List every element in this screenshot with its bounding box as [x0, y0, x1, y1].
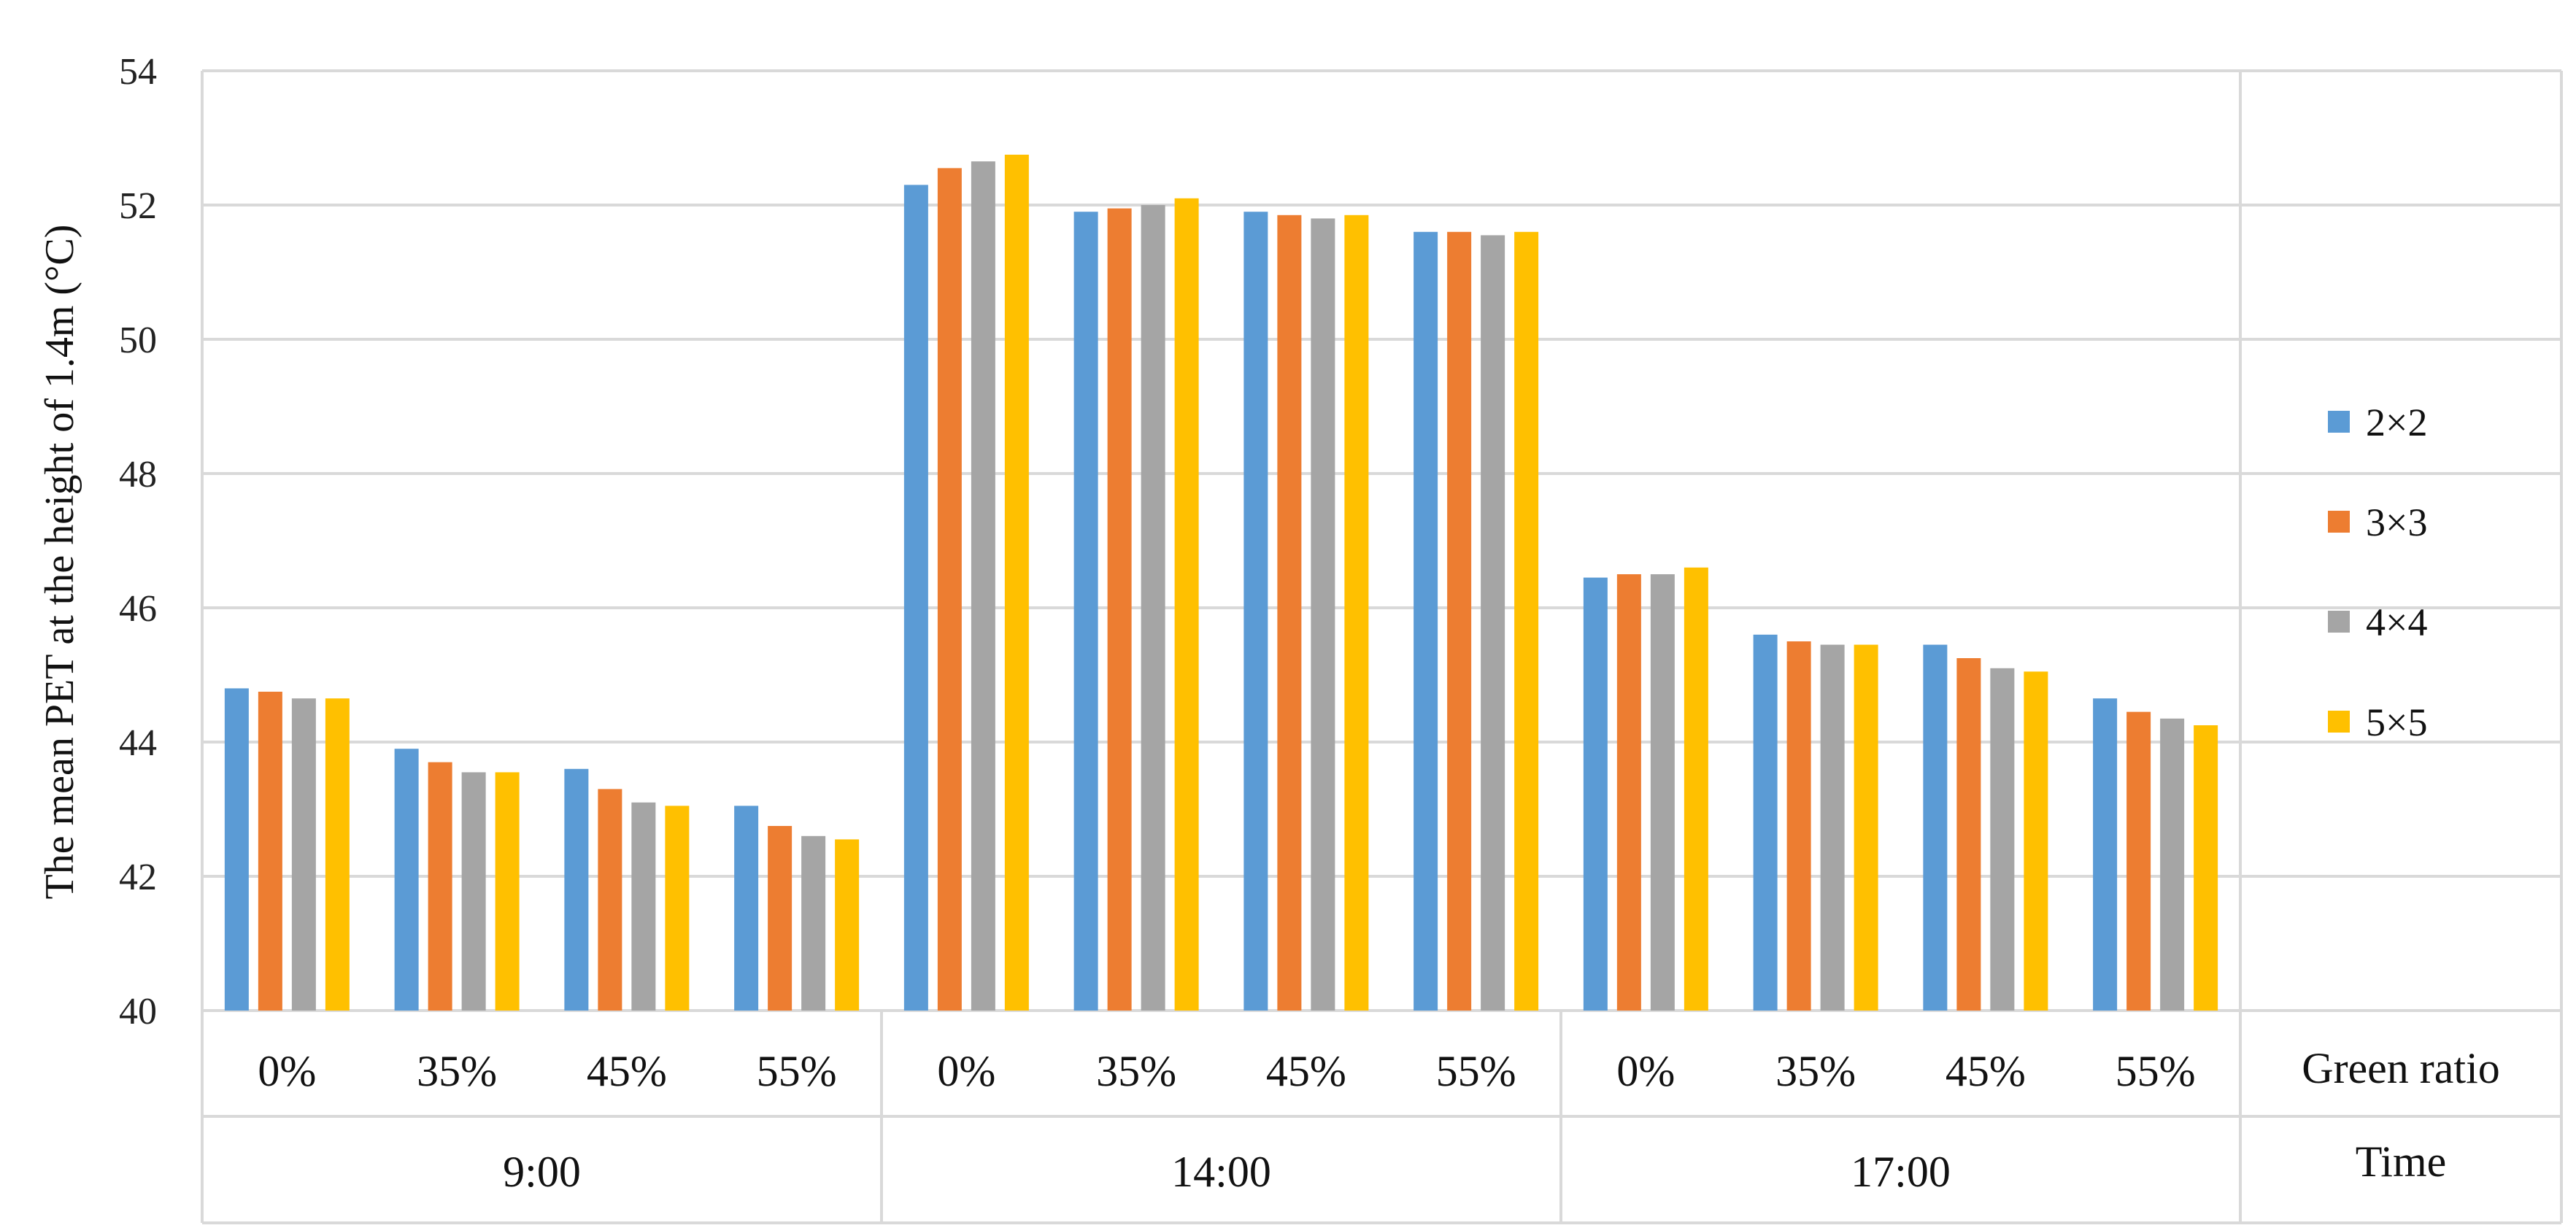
bar: [394, 749, 419, 1011]
group-label: 17:00: [1851, 1148, 1951, 1196]
y-tick-label: 42: [119, 857, 157, 898]
bar: [291, 698, 316, 1011]
gridlines: [202, 69, 2561, 1012]
y-tick-label: 48: [119, 454, 157, 495]
bar: [768, 826, 793, 1011]
bar: [1753, 634, 1778, 1011]
bar: [801, 835, 826, 1011]
axis-labels: 40 42 44 46 48 50 52 54 0% 35% 45% 55% 0% 35% 45% 55% 0%…: [119, 51, 2500, 1196]
category-label: 35%: [417, 1047, 497, 1095]
bar: [1243, 212, 1268, 1011]
bar: [1344, 215, 1369, 1011]
bar: [2160, 718, 2185, 1011]
bar: [325, 698, 350, 1011]
bar: [1073, 212, 1098, 1011]
bar: [461, 772, 486, 1011]
y-tick-label: 52: [119, 185, 157, 227]
category-label: 0%: [1616, 1047, 1675, 1095]
bar: [1854, 644, 1878, 1011]
bar: [495, 772, 520, 1011]
bar: [1004, 155, 1029, 1011]
y-tick-label: 44: [119, 722, 157, 764]
bars: [224, 155, 2218, 1011]
bar: [835, 839, 860, 1011]
group-label: 14:00: [1171, 1148, 1271, 1196]
bar: [971, 161, 995, 1011]
legend-swatch: [2328, 611, 2350, 633]
y-tick-label: 46: [119, 588, 157, 630]
legend-label: 4×4: [2366, 601, 2427, 644]
bar: [1786, 641, 1811, 1011]
bar: [1481, 235, 1505, 1011]
bar: [1311, 218, 1335, 1011]
legend-label: 5×5: [2366, 700, 2427, 744]
bar: [665, 806, 690, 1011]
legend-label: 3×3: [2366, 501, 2427, 544]
category-label: 45%: [1266, 1047, 1346, 1095]
bar: [2093, 698, 2118, 1011]
category-label: 55%: [1436, 1047, 1516, 1095]
bar: [258, 692, 282, 1011]
bar: [1583, 577, 1608, 1011]
bar: [598, 789, 622, 1011]
bar: [1956, 658, 1981, 1011]
category-row-title: Green ratio: [2302, 1044, 2500, 1092]
category-label: 55%: [757, 1047, 837, 1095]
group-label: 9:00: [503, 1148, 581, 1196]
bar: [937, 168, 962, 1011]
legend: 2×2 3×3 4×4 5×5: [2328, 401, 2427, 744]
legend-swatch: [2328, 411, 2350, 433]
y-axis-title: The mean PET at the height of 1.4m (°C): [37, 225, 82, 900]
bar: [428, 762, 452, 1011]
bar: [1414, 231, 1438, 1011]
category-label: 35%: [1096, 1047, 1176, 1095]
bar: [903, 185, 928, 1011]
bar: [631, 802, 656, 1011]
y-tick-label: 50: [119, 320, 157, 361]
bar: [1174, 198, 1199, 1011]
category-label: 0%: [937, 1047, 995, 1095]
category-table: [201, 71, 2563, 1224]
bar: [1447, 231, 1472, 1011]
category-label: 45%: [587, 1047, 667, 1095]
bar: [1820, 644, 1845, 1011]
bar: [1277, 215, 1302, 1011]
legend-swatch: [2328, 711, 2350, 733]
bar: [224, 688, 249, 1011]
bar: [1141, 205, 1165, 1011]
bar: [2126, 711, 2151, 1011]
bar: [2024, 671, 2048, 1011]
bar: [1616, 574, 1641, 1011]
legend-swatch: [2328, 511, 2350, 533]
bar: [1650, 574, 1675, 1011]
group-row-title: Time: [2356, 1138, 2447, 1186]
bar: [1990, 668, 2015, 1011]
legend-label: 2×2: [2366, 401, 2427, 444]
y-tick-label: 54: [119, 51, 157, 93]
category-label: 45%: [1946, 1047, 2026, 1095]
bar: [734, 806, 759, 1011]
y-tick-label: 40: [119, 991, 157, 1032]
category-label: 35%: [1775, 1047, 1856, 1095]
category-label: 0%: [258, 1047, 316, 1095]
bar: [1514, 231, 1539, 1011]
category-label: 55%: [2116, 1047, 2196, 1095]
bar: [1923, 644, 1948, 1011]
bar: [1684, 567, 1708, 1011]
bar: [2194, 725, 2218, 1011]
bar: [564, 768, 589, 1011]
bar: [1107, 208, 1132, 1011]
